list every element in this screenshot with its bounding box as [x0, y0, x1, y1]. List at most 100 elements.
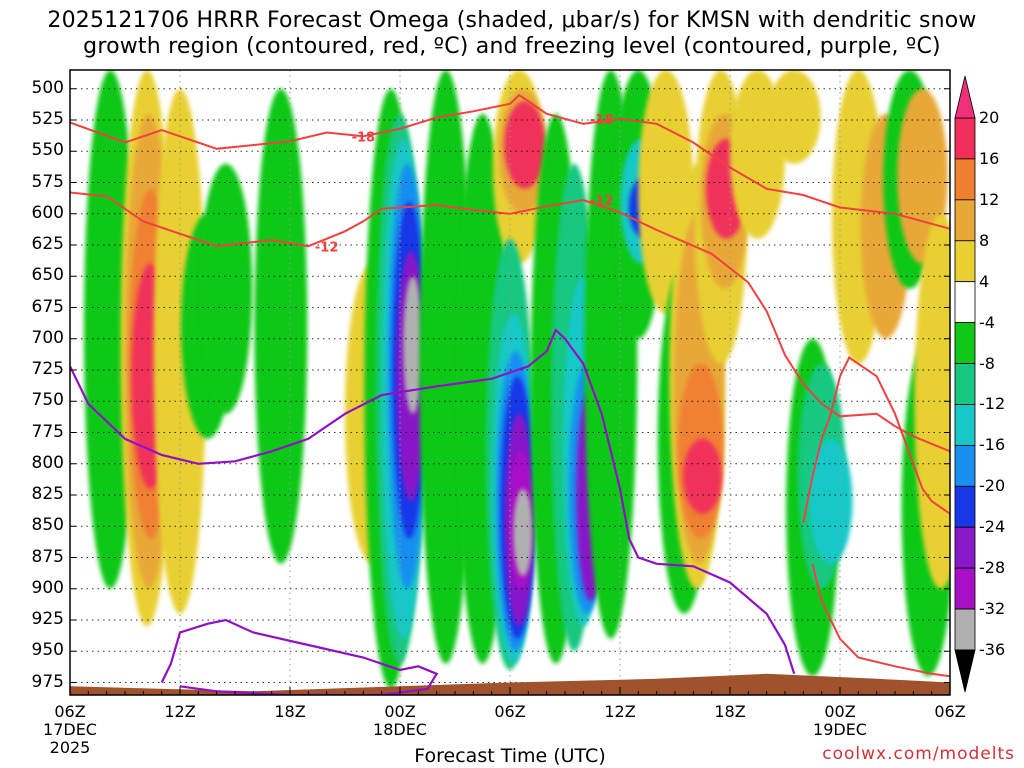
- x-tick-label-line: [580, 721, 660, 739]
- y-tick-label: 650: [31, 265, 64, 286]
- omega-shading: [83, 70, 950, 689]
- y-tick-label: 575: [31, 171, 64, 192]
- y-tick-label: 975: [31, 671, 64, 692]
- y-tick-label: 850: [31, 515, 64, 536]
- x-tick-label-line: 06Z: [494, 702, 526, 721]
- y-tick-label: 500: [31, 77, 64, 98]
- x-tick-label: 12Z: [580, 703, 660, 757]
- y-tick-label: 900: [31, 577, 64, 598]
- y-tick-label: 875: [31, 546, 64, 567]
- x-tick-label: 06Z: [470, 703, 550, 757]
- x-tick-label: 06Z 17DEC 2025: [30, 703, 110, 757]
- y-tick-label: 525: [31, 109, 64, 129]
- omega-cell: [513, 488, 533, 577]
- credit-link[interactable]: coolwx.com/modelts: [822, 744, 1015, 764]
- colorbar-label: 4: [979, 271, 990, 291]
- x-tick-label: 18Z: [250, 703, 330, 757]
- x-tick-label-line: 19DEC: [813, 720, 867, 739]
- dgz-contour-line: [811, 563, 950, 678]
- y-tick-label: 950: [31, 640, 64, 661]
- x-tick-label-line: [140, 739, 220, 757]
- x-tick-label: 18Z: [690, 703, 770, 757]
- freezing-contours: [70, 328, 796, 695]
- omega-cell: [504, 101, 546, 189]
- y-tick-label: 825: [31, 484, 64, 504]
- colorbar-bin: [954, 199, 976, 242]
- y-tick-label: 925: [31, 609, 64, 629]
- y-tick-label: 600: [31, 202, 64, 223]
- x-tick-label-line: 18Z: [714, 702, 746, 721]
- x-tick-label-line: 12Z: [164, 702, 196, 721]
- colorbar-bin: [954, 363, 976, 405]
- x-tick-label-line: [690, 721, 770, 739]
- y-tick-label: 800: [31, 452, 64, 473]
- dgz-contour-line: [802, 356, 950, 523]
- x-tick-label-line: 06Z: [934, 702, 966, 721]
- x-tick-label-line: [910, 721, 990, 739]
- dgz-contour-label: -12: [315, 240, 339, 255]
- x-tick-label-line: 17DEC: [43, 720, 97, 739]
- dgz-contours: -18 -18 -12 -12: [70, 93, 950, 678]
- colorbar-label: -12: [979, 394, 1006, 414]
- y-tick-label: 750: [31, 390, 64, 411]
- colorbar-bin: [954, 485, 976, 528]
- freezing-contour-line: [70, 328, 796, 675]
- x-axis-title: Forecast Time (UTC): [414, 745, 606, 767]
- dgz-contour-label: -18: [590, 113, 614, 128]
- colorbar-bin: [954, 608, 976, 651]
- x-tick-label: 06Z: [910, 703, 990, 757]
- freezing-contour-line: [160, 618, 439, 695]
- omega-cell: [683, 438, 722, 514]
- x-tick-label-line: 18DEC: [373, 720, 427, 739]
- colorbar-bin: [954, 158, 976, 201]
- y-tick-label: 550: [31, 140, 64, 161]
- colorbar-label: 20: [979, 108, 1000, 127]
- x-tick-label-line: [250, 721, 330, 739]
- x-tick-label: 12Z: [140, 703, 220, 757]
- colorbar-bin: [954, 117, 976, 160]
- colorbar-label: -4: [979, 312, 995, 332]
- x-tick-label: 00Z 19DEC: [800, 703, 880, 757]
- axis-ticks: [69, 88, 951, 695]
- y-tick-label: 725: [31, 359, 64, 379]
- colorbar-label: 8: [979, 230, 990, 250]
- y-tick-label: 625: [31, 234, 64, 254]
- x-tick-label-line: 2025: [49, 738, 91, 757]
- y-tick-label: 675: [31, 296, 64, 317]
- omega-cell: [403, 276, 423, 414]
- colorbar-bin: [954, 404, 976, 446]
- chart-title-line1: 2025121706 HRRR Forecast Omega (shaded, …: [47, 8, 977, 33]
- colorbar-bin: [954, 526, 976, 569]
- x-tick-label-line: 00Z: [384, 702, 416, 721]
- dgz-contour-line: [70, 93, 950, 230]
- colorbar: [954, 75, 976, 693]
- omega-cell: [254, 88, 308, 564]
- colorbar-label: -28: [979, 558, 1006, 578]
- dgz-contour-label: -18: [352, 130, 376, 145]
- y-tick-label: 775: [31, 421, 64, 442]
- colorbar-bin: [954, 567, 976, 610]
- x-tick-label: 00Z 18DEC: [360, 703, 440, 757]
- colorbar-bottom-arrow: [954, 649, 976, 693]
- x-tick-label-line: 12Z: [604, 702, 636, 721]
- colorbar-top-arrow: [954, 75, 976, 119]
- colorbar-bin: [954, 281, 976, 324]
- colorbar-bin: [954, 240, 976, 283]
- y-tick-label: 700: [31, 327, 64, 348]
- colorbar-label: -24: [979, 517, 1006, 537]
- colorbar-label: -32: [979, 599, 1006, 619]
- colorbar-label: -8: [979, 353, 995, 373]
- x-tick-label-line: 18Z: [274, 702, 306, 721]
- omega-cell: [809, 438, 853, 564]
- colorbar-label: -20: [979, 476, 1006, 496]
- colorbar-label: 16: [979, 148, 1000, 168]
- x-tick-label-line: 00Z: [824, 702, 856, 721]
- dgz-contour-label: -12: [590, 194, 614, 209]
- omega-cell: [767, 70, 821, 164]
- x-tick-label-line: 06Z: [54, 702, 86, 721]
- colorbar-bin: [954, 322, 976, 364]
- colorbar-bin: [954, 444, 976, 487]
- omega-cell: [199, 163, 253, 414]
- colorbar-label: -16: [979, 435, 1006, 455]
